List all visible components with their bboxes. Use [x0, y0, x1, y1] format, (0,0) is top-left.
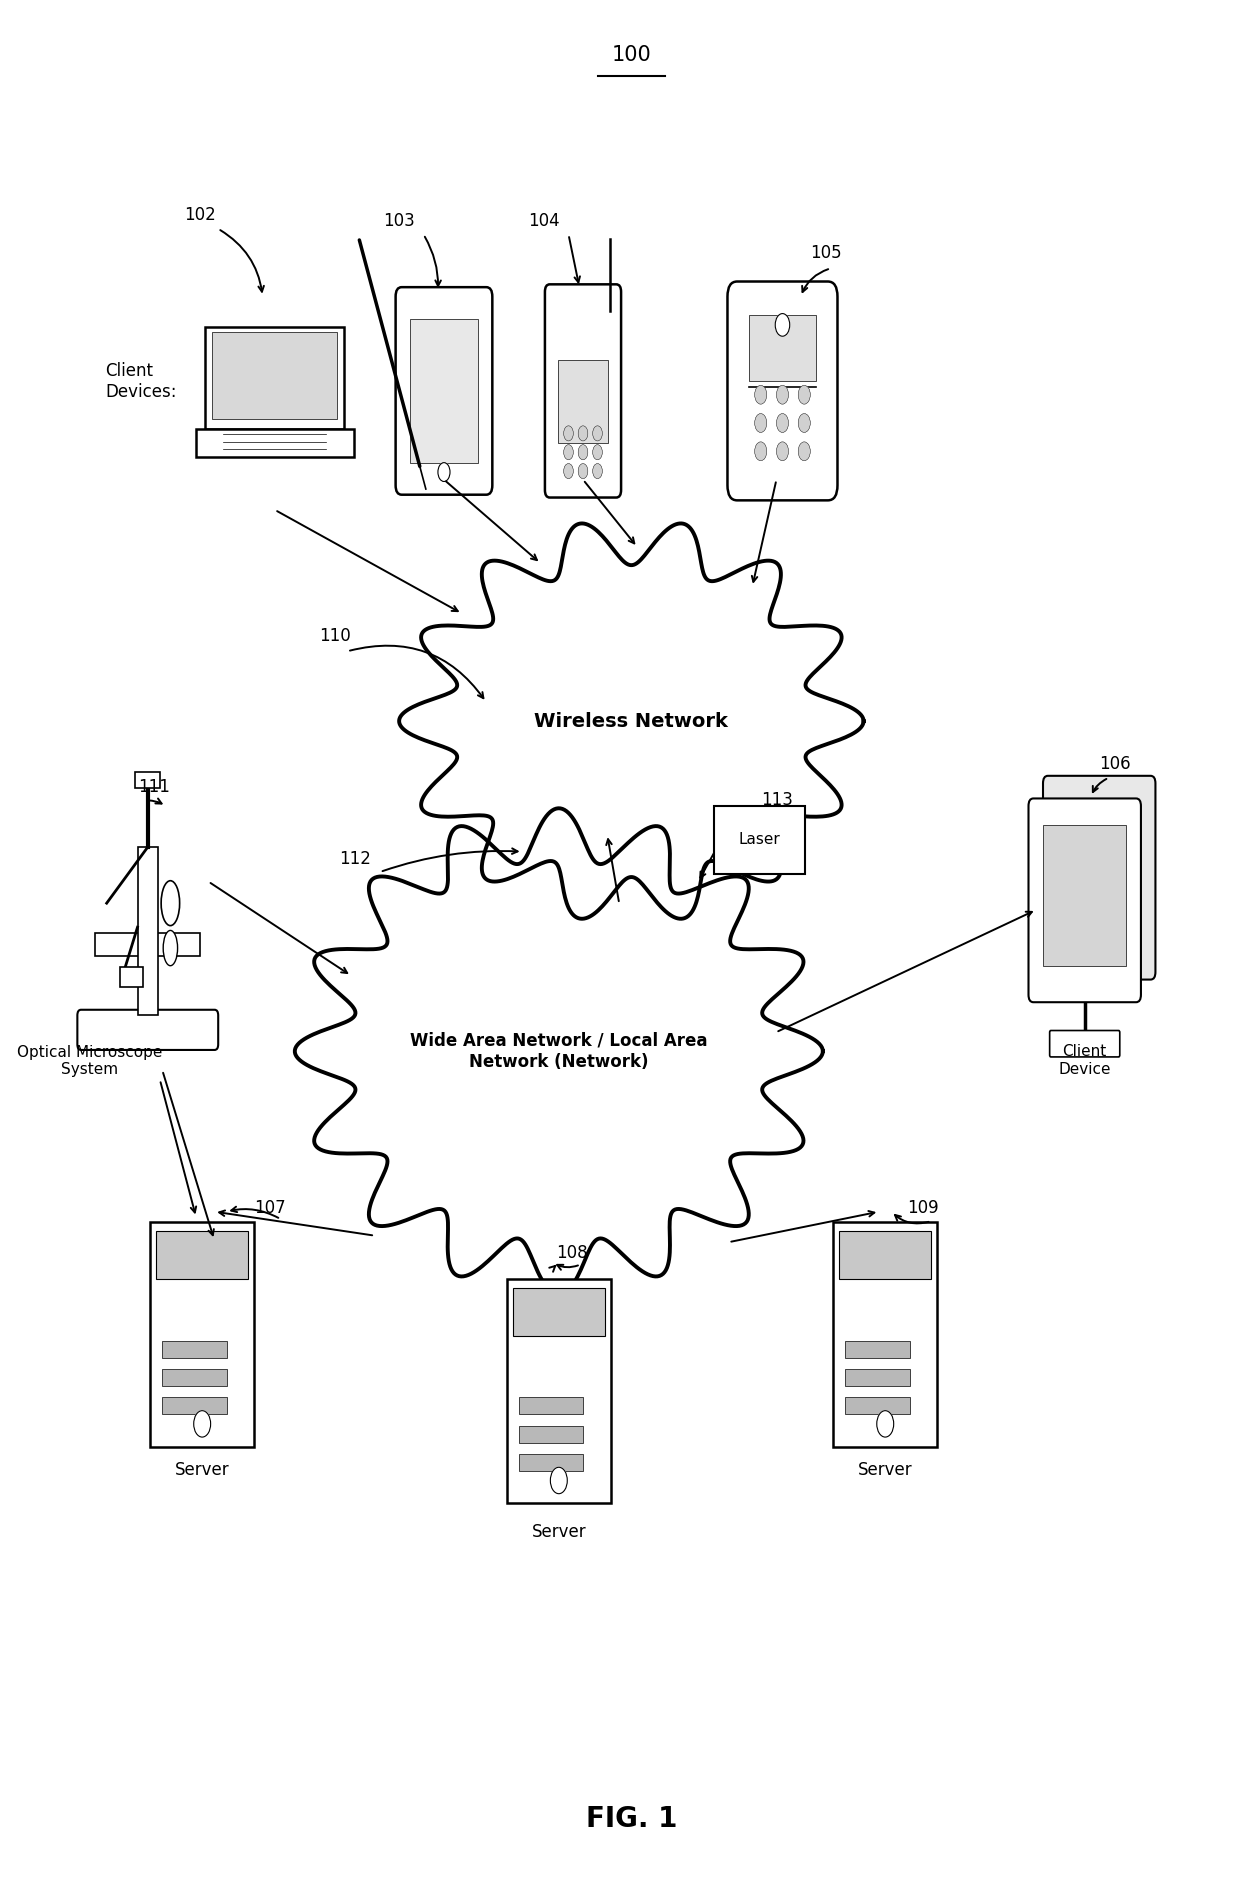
Circle shape: [564, 445, 573, 460]
FancyBboxPatch shape: [1043, 775, 1156, 980]
FancyBboxPatch shape: [507, 1279, 611, 1503]
Polygon shape: [399, 523, 863, 919]
Text: 100: 100: [611, 45, 651, 64]
Text: Server: Server: [858, 1461, 913, 1480]
FancyBboxPatch shape: [1049, 1031, 1120, 1057]
Bar: [156, 1232, 248, 1279]
FancyBboxPatch shape: [558, 360, 608, 443]
Circle shape: [799, 385, 810, 404]
Text: 111: 111: [138, 779, 170, 796]
Text: 109: 109: [906, 1200, 939, 1217]
Text: 110: 110: [320, 627, 351, 644]
Text: 106: 106: [1099, 756, 1131, 773]
Circle shape: [776, 442, 789, 460]
Text: Optical Microscope
System: Optical Microscope System: [17, 1044, 162, 1076]
Text: 113: 113: [760, 792, 792, 809]
FancyBboxPatch shape: [749, 315, 816, 381]
Bar: [135, 771, 160, 788]
FancyBboxPatch shape: [77, 1010, 218, 1050]
Bar: [513, 1289, 605, 1336]
Circle shape: [578, 464, 588, 479]
Text: Laser: Laser: [739, 832, 780, 847]
Text: FIG. 1: FIG. 1: [585, 1806, 677, 1832]
FancyBboxPatch shape: [833, 1222, 937, 1446]
Text: Client
Device: Client Device: [1059, 1044, 1111, 1076]
FancyBboxPatch shape: [150, 1222, 254, 1446]
Text: Wireless Network: Wireless Network: [534, 713, 728, 731]
Circle shape: [755, 385, 766, 404]
Bar: [518, 1397, 583, 1414]
Circle shape: [593, 426, 603, 442]
Text: 108: 108: [557, 1245, 588, 1262]
Ellipse shape: [164, 930, 177, 966]
Bar: [162, 1397, 227, 1414]
Text: Server: Server: [175, 1461, 229, 1480]
Circle shape: [193, 1410, 211, 1436]
Circle shape: [755, 413, 766, 432]
Circle shape: [564, 426, 573, 442]
Circle shape: [776, 385, 789, 404]
Circle shape: [776, 413, 789, 432]
Text: 103: 103: [383, 212, 415, 229]
FancyBboxPatch shape: [1028, 798, 1141, 1002]
FancyBboxPatch shape: [95, 934, 201, 957]
Bar: [518, 1453, 583, 1471]
Circle shape: [438, 462, 450, 481]
Polygon shape: [295, 809, 823, 1294]
FancyBboxPatch shape: [396, 288, 492, 495]
Text: 104: 104: [528, 212, 560, 229]
Text: Server: Server: [532, 1524, 587, 1541]
FancyBboxPatch shape: [713, 805, 806, 874]
Bar: [162, 1370, 227, 1385]
Bar: [138, 847, 157, 1016]
Text: Client
Devices:: Client Devices:: [105, 362, 177, 402]
FancyBboxPatch shape: [212, 332, 337, 419]
FancyBboxPatch shape: [1043, 824, 1126, 966]
Circle shape: [877, 1410, 894, 1436]
Bar: [846, 1370, 910, 1385]
Bar: [846, 1397, 910, 1414]
Circle shape: [755, 442, 766, 460]
FancyBboxPatch shape: [205, 326, 345, 428]
FancyBboxPatch shape: [410, 318, 477, 462]
FancyBboxPatch shape: [544, 284, 621, 498]
FancyBboxPatch shape: [728, 282, 837, 500]
Text: 107: 107: [254, 1200, 285, 1217]
Bar: [518, 1425, 583, 1442]
Circle shape: [551, 1467, 567, 1493]
Text: Wide Area Network / Local Area
Network (Network): Wide Area Network / Local Area Network (…: [410, 1033, 708, 1071]
Bar: [120, 966, 143, 987]
Circle shape: [799, 442, 810, 460]
Circle shape: [799, 413, 810, 432]
Circle shape: [578, 426, 588, 442]
Bar: [846, 1342, 910, 1359]
Text: 112: 112: [339, 849, 371, 868]
Bar: [162, 1342, 227, 1359]
Circle shape: [775, 313, 790, 335]
Text: 102: 102: [184, 207, 216, 224]
Circle shape: [564, 464, 573, 479]
Circle shape: [578, 445, 588, 460]
Circle shape: [593, 445, 603, 460]
Text: 105: 105: [810, 244, 842, 262]
Bar: [839, 1232, 931, 1279]
Circle shape: [593, 464, 603, 479]
FancyBboxPatch shape: [196, 428, 353, 457]
Ellipse shape: [161, 881, 180, 925]
